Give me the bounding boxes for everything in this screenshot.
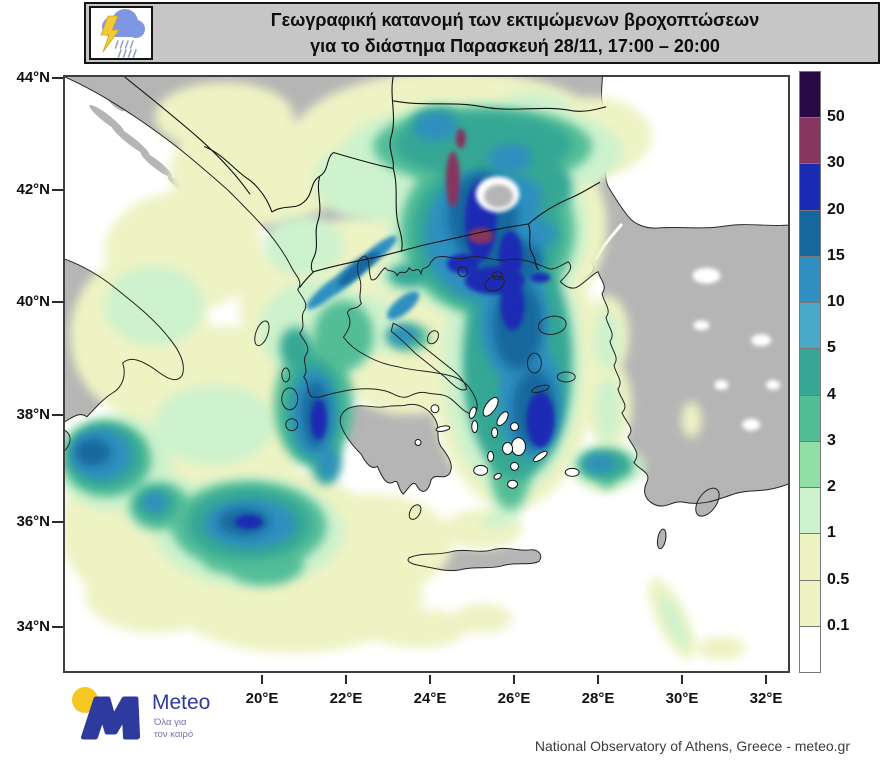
legend-label: 20 bbox=[827, 200, 845, 218]
lon-tick bbox=[513, 675, 515, 684]
storm-gap bbox=[475, 176, 520, 213]
lon-tick bbox=[345, 675, 347, 684]
cyclades-islands bbox=[414, 396, 580, 489]
lon-tick-label: 28°E bbox=[581, 690, 615, 707]
lon-tick-label: 26°E bbox=[497, 690, 531, 707]
legend-swatch bbox=[799, 533, 821, 581]
legend-swatch bbox=[799, 440, 821, 489]
legend-swatch bbox=[799, 71, 821, 119]
lat-tick-label: 40°N bbox=[16, 293, 50, 310]
legend-swatch bbox=[799, 579, 821, 627]
legend-swatch bbox=[799, 394, 821, 442]
lat-tick-label: 36°N bbox=[16, 513, 50, 530]
lat-tick-label: 38°N bbox=[16, 406, 50, 423]
attribution-text: National Observatory of Athens, Greece -… bbox=[534, 738, 850, 754]
legend-label: 15 bbox=[827, 246, 845, 264]
lon-tick bbox=[597, 675, 599, 684]
legend-label: 0.5 bbox=[827, 570, 850, 588]
thunderstorm-icon-graphic bbox=[100, 9, 145, 58]
logo-name: Meteo bbox=[152, 691, 211, 714]
coastline-layer bbox=[65, 77, 788, 572]
lon-tick-label: 20°E bbox=[245, 690, 279, 707]
rain-30-50 bbox=[445, 128, 494, 244]
dry-specks-turkey bbox=[692, 267, 781, 431]
legend-label: 30 bbox=[827, 154, 845, 172]
thunderstorm-icon bbox=[89, 6, 153, 60]
lon-tick bbox=[261, 675, 263, 684]
lon-tick-label: 22°E bbox=[329, 690, 363, 707]
legend-swatch bbox=[799, 302, 821, 350]
meteo-logo: Meteo Όλα για τον καιρό bbox=[60, 683, 280, 753]
map-title-line1: Γεωγραφική κατανομή των εκτιμώμενων βροχ… bbox=[270, 9, 760, 30]
lon-tick bbox=[765, 675, 767, 684]
rain-15-20-cores bbox=[338, 251, 379, 286]
map-title-line2: για το διάστημα Παρασκευή 28/11, 17:00 –… bbox=[310, 36, 720, 56]
rain-layer bbox=[65, 77, 747, 661]
lon-tick-label: 32°E bbox=[749, 690, 783, 707]
lon-tick bbox=[429, 675, 431, 684]
lat-tick-label: 34°N bbox=[16, 618, 50, 635]
legend-label: 1 bbox=[827, 524, 836, 542]
logo-m-icon bbox=[81, 696, 141, 740]
lon-tick-label: 30°E bbox=[665, 690, 699, 707]
legend-swatch bbox=[799, 255, 821, 304]
lat-tick bbox=[52, 414, 63, 416]
logo-tagline: Όλα για τον καιρό bbox=[154, 717, 194, 741]
lat-tick-label: 44°N bbox=[16, 69, 50, 86]
legend-swatch bbox=[799, 209, 821, 257]
legend-label: 2 bbox=[827, 478, 836, 496]
lon-tick bbox=[681, 675, 683, 684]
precipitation-legend: 50 30 20 15 10 5 4 3 2 1 0.5 0.1 bbox=[799, 71, 879, 675]
legend-label: 3 bbox=[827, 431, 836, 449]
lat-tick bbox=[52, 521, 63, 523]
title-bar: Γεωγραφική κατανομή των εκτιμώμενων βροχ… bbox=[84, 2, 880, 64]
lat-tick bbox=[52, 626, 63, 628]
legend-label: 10 bbox=[827, 293, 845, 311]
legend-swatch bbox=[799, 348, 821, 396]
legend-swatch bbox=[799, 117, 821, 165]
lat-tick bbox=[52, 77, 63, 79]
lat-tick bbox=[52, 189, 63, 191]
legend-label: 50 bbox=[827, 108, 845, 126]
legend-label: 4 bbox=[827, 385, 836, 403]
legend-label: 0.1 bbox=[827, 616, 850, 634]
map-title: Γεωγραφική κατανομή των εκτιμώμενων βροχ… bbox=[158, 4, 872, 62]
legend-swatch bbox=[799, 625, 821, 673]
legend-swatch bbox=[799, 487, 821, 535]
legend-label: 5 bbox=[827, 339, 836, 357]
legend-swatch bbox=[799, 163, 821, 211]
border-layer bbox=[124, 77, 607, 288]
lat-tick bbox=[52, 301, 63, 303]
map-canvas bbox=[65, 77, 788, 671]
lon-tick-label: 24°E bbox=[413, 690, 447, 707]
precipitation-map bbox=[63, 75, 790, 673]
lat-tick-label: 42°N bbox=[16, 181, 50, 198]
